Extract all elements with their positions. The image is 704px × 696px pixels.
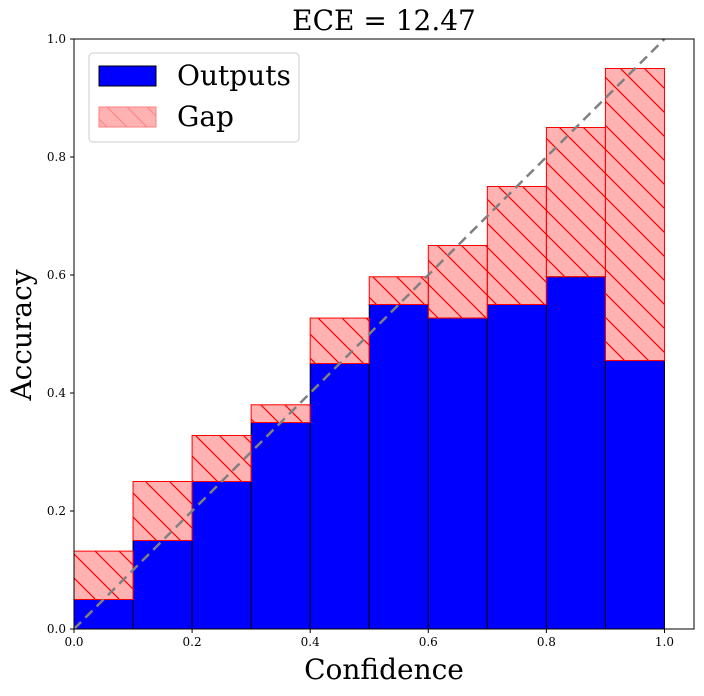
legend-swatch-gap-hatch	[99, 107, 156, 127]
gap-bar-hatch	[74, 551, 134, 600]
x-tick-label: 0.4	[301, 635, 320, 649]
outputs-bar	[486, 304, 547, 630]
legend-label-outputs: Outputs	[177, 59, 291, 92]
outputs-bar	[545, 276, 606, 630]
x-axis-ticks: 0.0 0.2 0.4 0.6 0.8 1.0	[64, 629, 674, 649]
perfect-calibration-line	[73, 38, 666, 630]
x-tick-label: 0.0	[64, 635, 83, 649]
outputs-bar	[604, 360, 665, 630]
x-tick-label: 0.8	[537, 635, 556, 649]
plot-frame	[73, 38, 695, 630]
gap-bar-hatch	[192, 435, 252, 482]
gap-bar-hatch	[546, 127, 606, 277]
gap-bar-hatch	[251, 404, 311, 423]
y-tick-label: 1.0	[47, 32, 66, 46]
y-tick-label: 0.2	[47, 504, 66, 518]
gap-bar-hatch	[310, 318, 370, 364]
x-tick-label: 0.2	[183, 635, 202, 649]
outputs-bar	[309, 363, 370, 630]
outputs-bar	[427, 317, 488, 630]
y-tick-label: 0.0	[47, 622, 66, 636]
legend: Outputs Gap	[88, 52, 300, 143]
x-tick-label: 0.6	[419, 635, 438, 649]
outputs-bar	[132, 540, 193, 630]
legend-label-gap: Gap	[177, 100, 234, 133]
gap-bar-hatch	[487, 186, 547, 305]
y-tick-label: 0.6	[47, 268, 66, 282]
gap-bar-hatch	[605, 68, 665, 361]
outputs-bar	[368, 304, 429, 630]
gap-bar-hatch	[133, 481, 193, 541]
y-tick-label: 0.8	[47, 150, 66, 164]
chart-title: ECE = 12.47	[292, 4, 476, 37]
outputs-series	[73, 276, 665, 630]
y-axis-label: Accuracy	[5, 269, 38, 401]
outputs-bar	[250, 422, 311, 630]
x-axis-label: Confidence	[304, 653, 464, 686]
x-tick-label: 1.0	[655, 635, 674, 649]
y-axis-ticks: 0.0 0.2 0.4 0.6 0.8 1.0	[47, 32, 74, 636]
gap-series	[73, 68, 665, 600]
gap-bar-hatch	[369, 276, 429, 305]
gap-bar-hatch	[428, 245, 488, 319]
outputs-bar	[73, 599, 134, 630]
legend-swatch-outputs	[98, 65, 157, 87]
y-tick-label: 0.4	[47, 386, 66, 400]
